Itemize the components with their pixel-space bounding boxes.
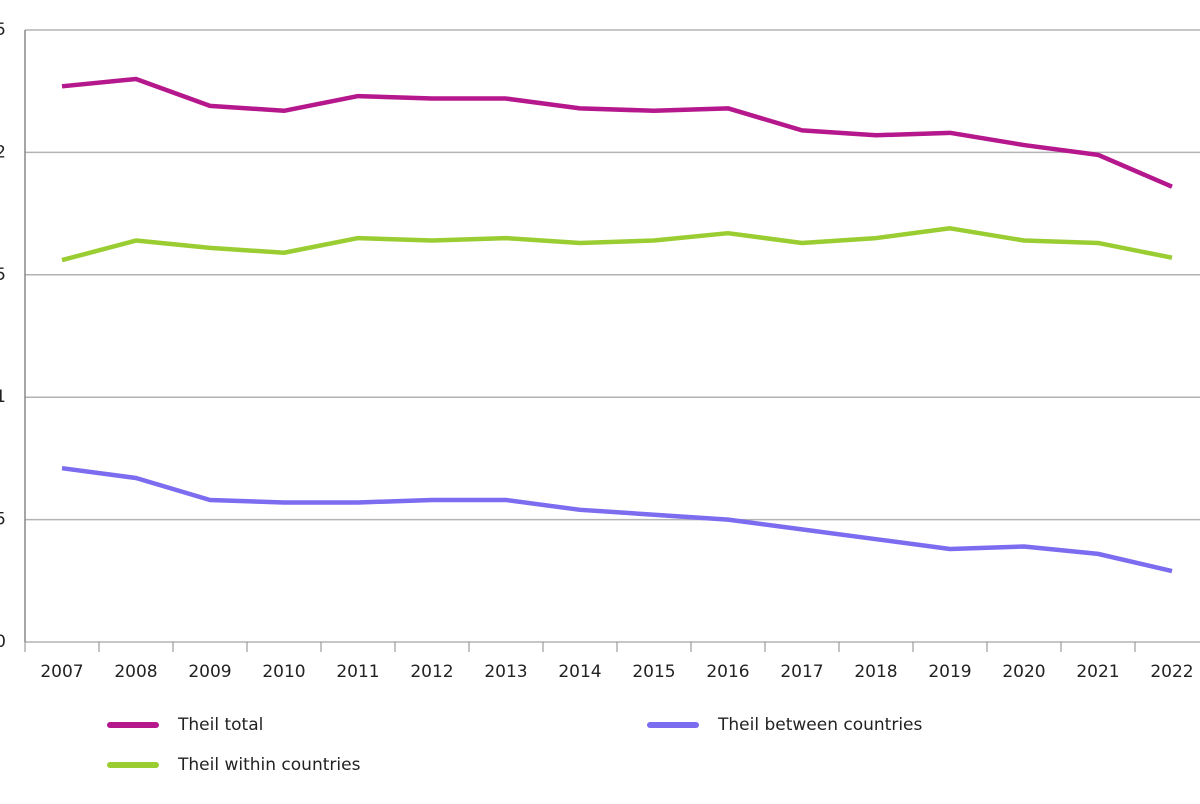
series-line bbox=[61, 465, 1173, 574]
series-line bbox=[61, 226, 1173, 263]
y-tick-label: 0.05 bbox=[0, 510, 6, 530]
x-tick-label: 2018 bbox=[854, 662, 897, 682]
y-tick-label: 0.25 bbox=[0, 20, 6, 40]
x-tick-label: 2009 bbox=[188, 662, 231, 682]
legend-label: Theil total bbox=[177, 715, 263, 735]
x-tick-label: 2022 bbox=[1150, 662, 1193, 682]
x-tick-label: 2007 bbox=[40, 662, 83, 682]
x-tick-label: 2021 bbox=[1076, 662, 1119, 682]
x-tick-label: 2008 bbox=[114, 662, 157, 682]
legend-label: Theil between countries bbox=[717, 715, 923, 735]
y-tick-label: 0.15 bbox=[0, 265, 6, 285]
x-tick-label: 2015 bbox=[632, 662, 675, 682]
x-tick-label: 2017 bbox=[780, 662, 823, 682]
series-line bbox=[61, 76, 1173, 189]
x-tick-label: 2020 bbox=[1002, 662, 1045, 682]
legend-label: Theil within countries bbox=[177, 755, 361, 775]
x-tick-label: 2019 bbox=[928, 662, 971, 682]
y-tick-label: 0.2 bbox=[0, 142, 6, 162]
y-tick-label: 0 bbox=[0, 632, 6, 652]
y-tick-label: 0.1 bbox=[0, 387, 6, 407]
x-tick-label: 2011 bbox=[336, 662, 379, 682]
x-tick-label: 2014 bbox=[558, 662, 601, 682]
x-tick-label: 2012 bbox=[410, 662, 453, 682]
x-tick-label: 2010 bbox=[262, 662, 305, 682]
x-tick-label: 2013 bbox=[484, 662, 527, 682]
x-tick-label: 2016 bbox=[706, 662, 749, 682]
